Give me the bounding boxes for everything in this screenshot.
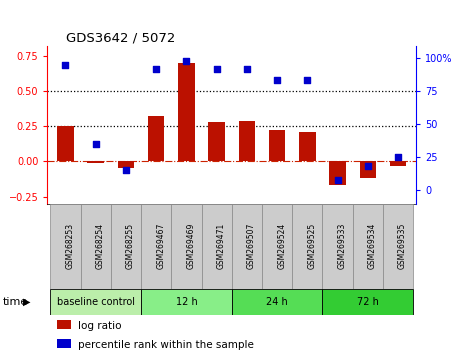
Text: percentile rank within the sample: percentile rank within the sample — [78, 340, 254, 350]
Text: baseline control: baseline control — [57, 297, 135, 307]
Bar — [390, 161, 406, 166]
Text: GSM268255: GSM268255 — [126, 223, 135, 269]
Text: ▶: ▶ — [23, 297, 30, 307]
Point — [152, 66, 160, 72]
Text: GSM268253: GSM268253 — [65, 223, 74, 269]
Bar — [57, 339, 71, 348]
Bar — [329, 161, 346, 185]
Bar — [148, 116, 165, 161]
Bar — [269, 130, 285, 161]
Bar — [50, 289, 141, 315]
Bar — [238, 121, 255, 161]
Point — [243, 66, 251, 72]
Text: 24 h: 24 h — [266, 297, 288, 307]
Bar — [50, 204, 80, 289]
Bar — [353, 204, 383, 289]
Bar — [111, 204, 141, 289]
Point — [364, 164, 372, 169]
Point — [61, 62, 69, 67]
Point — [394, 154, 402, 160]
Text: 12 h: 12 h — [175, 297, 197, 307]
Bar — [232, 204, 262, 289]
Bar — [208, 122, 225, 161]
Text: 72 h: 72 h — [357, 297, 379, 307]
Text: GSM269525: GSM269525 — [307, 223, 316, 269]
Bar — [141, 289, 232, 315]
Bar — [88, 161, 104, 163]
Text: GSM269467: GSM269467 — [156, 223, 165, 269]
Bar — [80, 204, 111, 289]
Point — [213, 66, 220, 72]
Point — [304, 78, 311, 83]
Bar — [323, 289, 413, 315]
Text: time: time — [2, 297, 27, 307]
Text: GSM269507: GSM269507 — [247, 223, 256, 269]
Text: GSM269524: GSM269524 — [277, 223, 286, 269]
Bar — [118, 161, 134, 169]
Bar — [262, 204, 292, 289]
Bar — [57, 320, 71, 329]
Bar — [299, 132, 315, 161]
Text: GSM269471: GSM269471 — [217, 223, 226, 269]
Bar — [232, 289, 323, 315]
Text: GSM269533: GSM269533 — [338, 223, 347, 269]
Text: GSM269469: GSM269469 — [186, 223, 195, 269]
Point — [92, 141, 99, 147]
Point — [334, 177, 342, 183]
Bar — [383, 204, 413, 289]
Text: GSM269535: GSM269535 — [398, 223, 407, 269]
Bar — [178, 63, 195, 161]
Bar — [57, 126, 74, 161]
Text: GDS3642 / 5072: GDS3642 / 5072 — [66, 32, 175, 45]
Bar — [359, 161, 376, 178]
Bar — [292, 204, 323, 289]
Bar — [201, 204, 232, 289]
Text: GSM269534: GSM269534 — [368, 223, 377, 269]
Bar — [141, 204, 171, 289]
Point — [273, 78, 281, 83]
Text: log ratio: log ratio — [78, 321, 122, 331]
Bar — [171, 204, 201, 289]
Text: GSM268254: GSM268254 — [96, 223, 105, 269]
Bar — [323, 204, 353, 289]
Point — [183, 58, 190, 63]
Point — [122, 168, 130, 173]
